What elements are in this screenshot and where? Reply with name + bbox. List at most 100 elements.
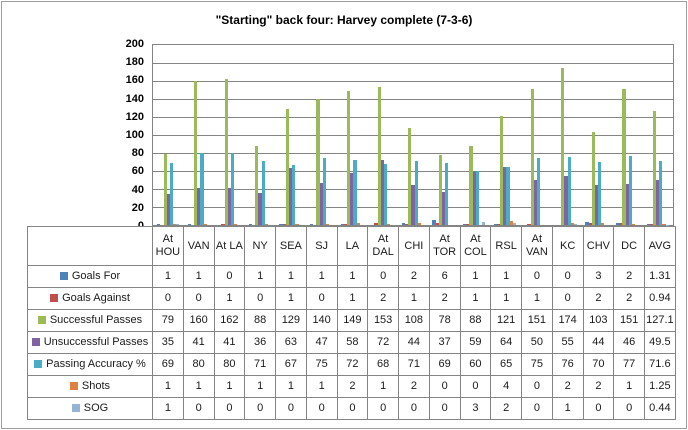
bar-successful-passes-at-col (469, 145, 473, 225)
cell-goals-for-chv: 3 (582, 265, 615, 288)
cell-unsuccessful-passes-chv: 44 (582, 331, 615, 354)
gridline (153, 171, 673, 172)
cell-shots-at-hou: 1 (152, 375, 184, 398)
bar-shots-van (203, 224, 207, 225)
bar-goals-for-sj (310, 224, 314, 225)
cell-sog-rsl: 2 (490, 397, 522, 420)
cell-unsuccessful-passes-rsl: 64 (490, 331, 522, 354)
row-label-sog: SOG (27, 397, 153, 420)
bar-shots-la (356, 223, 360, 225)
bar-successful-passes-at-la (224, 79, 228, 225)
cell-unsuccessful-passes-at-tor: 37 (428, 331, 461, 354)
legend-key-icon-goals-for (59, 272, 68, 280)
cell-goals-against-chi: 1 (398, 287, 430, 310)
cell-sog-ny: 0 (244, 397, 276, 420)
bar-group-avg (642, 45, 673, 225)
bar-successful-passes-at-van (530, 89, 534, 225)
column-header-ny: NY (244, 226, 276, 266)
bar-group-at-col (459, 45, 490, 225)
bar-successful-passes-ny (255, 145, 259, 225)
bar-passing-accuracy-kc (567, 156, 571, 225)
bar-shots-avg (662, 223, 666, 225)
y-tick-label-160: 160 (125, 74, 144, 87)
bar-shots-ny (264, 224, 268, 225)
cell-goals-against-sj: 0 (305, 287, 338, 310)
bar-goals-for-la (340, 224, 344, 225)
bar-sog-at-col (482, 222, 486, 225)
bar-shots-at-dal (387, 224, 391, 225)
series-name-label: Shots (81, 380, 111, 392)
column-header-at-tor: At TOR (428, 226, 461, 266)
bar-goals-against-rsl (496, 224, 500, 225)
bar-passing-accuracy-sj (322, 157, 326, 225)
series-name-label: Goals Against (62, 292, 130, 304)
cell-passing-accuracy-rsl: 65 (490, 353, 522, 376)
bar-goals-against-dc (619, 223, 623, 225)
bar-goals-for-sea (279, 224, 283, 225)
cell-goals-for-sea: 1 (275, 265, 307, 288)
y-axis: 200180160140120100806040200 (2, 38, 144, 232)
cell-successful-passes-ny: 88 (244, 309, 276, 332)
cell-goals-for-kc: 0 (551, 265, 584, 288)
row-label-shots: Shots (27, 375, 153, 398)
cell-passing-accuracy-sea: 67 (275, 353, 307, 376)
cell-passing-accuracy-ny: 71 (244, 353, 276, 376)
column-header-sea: SEA (275, 226, 307, 266)
cell-unsuccessful-passes-sj: 47 (305, 331, 338, 354)
bar-unsuccessful-passes-kc (564, 175, 568, 225)
bar-group-sj (306, 45, 337, 225)
bar-passing-accuracy-sea (292, 164, 296, 225)
cell-unsuccessful-passes-avg: 49.5 (644, 331, 676, 354)
bar-unsuccessful-passes-sj (319, 182, 323, 225)
bar-successful-passes-sj (316, 99, 320, 225)
cell-sog-at-la: 0 (213, 397, 246, 420)
cell-passing-accuracy-at-dal: 68 (367, 353, 399, 376)
cell-sog-sj: 0 (305, 397, 338, 420)
bar-passing-accuracy-at-hou (169, 162, 174, 225)
cell-goals-against-at-la: 1 (213, 287, 246, 310)
plot-area (152, 44, 674, 226)
cell-goals-against-at-hou: 0 (152, 287, 184, 310)
bar-successful-passes-chi (408, 127, 412, 225)
bar-goals-for-at-col (463, 224, 467, 225)
cell-sog-chv: 0 (582, 397, 615, 420)
cell-successful-passes-avg: 127.1 (644, 309, 676, 332)
cell-shots-dc: 1 (613, 375, 645, 398)
y-tick-label-140: 140 (125, 92, 144, 105)
column-header-rsl: RSL (490, 226, 522, 266)
series-name-label: Goals For (71, 270, 121, 282)
legend-key-icon-passing-accuracy (34, 360, 43, 368)
cell-passing-accuracy-at-la: 80 (213, 353, 246, 376)
cell-successful-passes-at-van: 151 (521, 309, 553, 332)
bar-passing-accuracy-avg (659, 160, 663, 225)
bar-sog-kc (573, 224, 578, 225)
cell-unsuccessful-passes-ny: 36 (244, 331, 276, 354)
cell-goals-against-chv: 2 (582, 287, 615, 310)
cell-passing-accuracy-chi: 71 (398, 353, 430, 376)
cell-unsuccessful-passes-kc: 55 (551, 331, 584, 354)
bar-passing-accuracy-at-van (536, 157, 541, 225)
bar-group-sea (275, 45, 306, 225)
cell-goals-for-ny: 1 (244, 265, 276, 288)
bar-group-chv (581, 45, 612, 225)
cell-shots-sea: 1 (275, 375, 307, 398)
cell-sog-at-van: 0 (521, 397, 553, 420)
bar-passing-accuracy-la (353, 160, 357, 225)
row-label-goals-against: Goals Against (27, 287, 153, 310)
bar-goals-for-at-tor (432, 219, 436, 225)
bar-successful-passes-rsl (499, 116, 504, 225)
bar-unsuccessful-passes-at-tor (441, 191, 446, 225)
column-header-van: VAN (182, 226, 215, 266)
bar-goals-against-la (343, 224, 348, 225)
cell-passing-accuracy-at-hou: 69 (152, 353, 184, 376)
y-tick-label-180: 180 (125, 56, 144, 69)
bar-group-ny (245, 45, 276, 225)
cell-shots-at-van: 0 (521, 375, 553, 398)
cell-sog-at-tor: 0 (428, 397, 461, 420)
bar-goals-for-chi (401, 223, 406, 225)
bar-unsuccessful-passes-avg (656, 180, 660, 225)
column-header-at-col: At COL (459, 226, 492, 266)
column-header-dc: DC (613, 226, 645, 266)
row-label-successful-passes: Successful Passes (27, 309, 153, 332)
cell-successful-passes-at-tor: 78 (428, 309, 461, 332)
